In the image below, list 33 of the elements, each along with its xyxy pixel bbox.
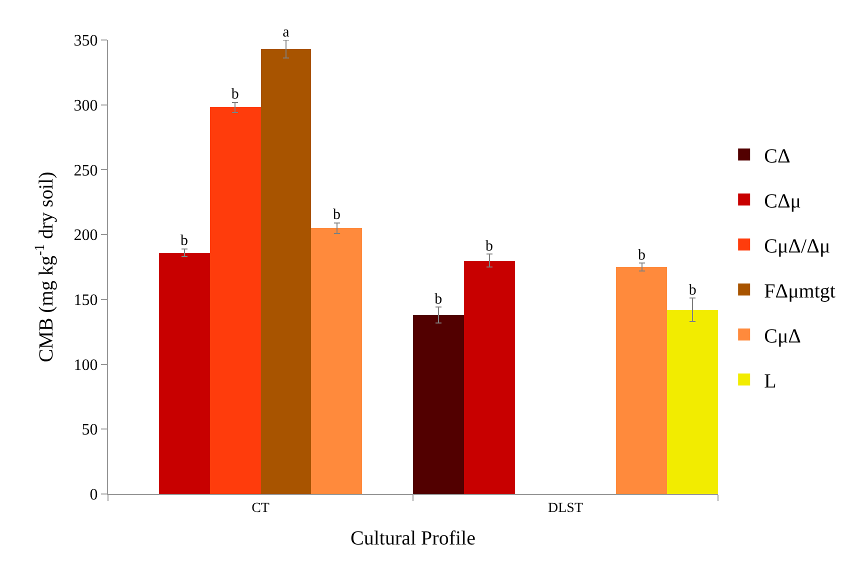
y-tick-label: 0 — [90, 486, 98, 504]
y-tick-label: 150 — [74, 292, 98, 310]
y-tick-label: 350 — [74, 32, 98, 50]
data-label: b — [486, 238, 493, 254]
data-label: b — [231, 86, 239, 103]
data-label: a — [282, 24, 290, 40]
legend-label: CΔμ — [764, 190, 802, 212]
bar — [159, 253, 210, 494]
x-axis-title: Cultural Profile — [350, 527, 476, 550]
y-tick-label: 100 — [74, 356, 98, 374]
bar — [261, 49, 311, 494]
bar — [311, 228, 362, 494]
x-tick-label: DLST — [548, 500, 584, 516]
data-label: b — [333, 207, 340, 224]
bar — [667, 310, 718, 494]
data-label: b — [434, 291, 442, 308]
y-tick-label: 300 — [74, 97, 98, 114]
legend-label: CμΔ — [764, 325, 802, 348]
data-label: b — [688, 282, 696, 298]
data-label: b — [638, 247, 646, 264]
bar — [464, 261, 515, 494]
legend-label: L — [764, 370, 776, 392]
legend-label: CΔ — [764, 145, 790, 168]
legend-label: CμΔ/Δμ — [764, 235, 830, 258]
data-label: b — [180, 233, 188, 250]
bar — [210, 107, 261, 494]
bar — [616, 267, 667, 494]
legend-label: FΔμmtgt — [764, 280, 836, 302]
y-tick-label: 250 — [74, 162, 98, 180]
x-tick-label: CT — [252, 500, 270, 516]
y-tick-label: 200 — [74, 227, 98, 244]
bar — [413, 315, 464, 494]
y-tick-label: 50 — [82, 422, 98, 439]
